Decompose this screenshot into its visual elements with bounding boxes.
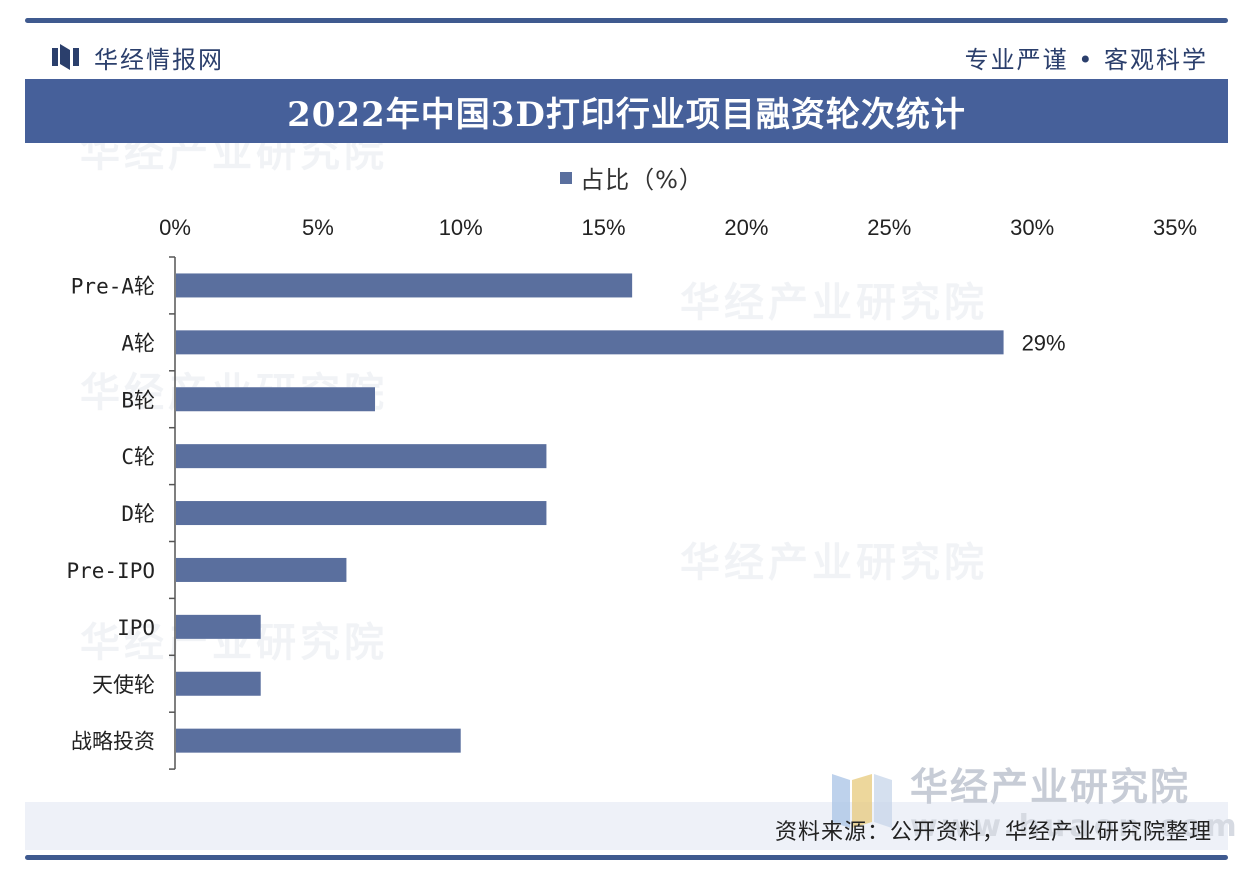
bar (176, 444, 547, 469)
header-slogan: 专业严谨 • 客观科学 (964, 46, 1208, 74)
y-tick-label: 天使轮 (92, 673, 155, 697)
logo-text: 华经情报网 (94, 45, 224, 74)
y-tick-label: B轮 (121, 388, 155, 412)
bar (176, 387, 375, 412)
data-label: 29% (1022, 330, 1066, 355)
bar (176, 501, 547, 526)
bar (176, 614, 261, 639)
legend-swatch (560, 171, 573, 184)
bottom-frame-line (25, 855, 1228, 860)
legend-item: 占比（%） (560, 160, 704, 195)
bar (176, 728, 461, 753)
watermark-brand-text: 华经产业研究院 (910, 765, 1191, 809)
y-tick-label: A轮 (121, 331, 155, 355)
bar (176, 330, 1004, 355)
bar (176, 273, 633, 298)
watermark-url-text: www.huaon.com (910, 809, 1241, 844)
top-frame-line (25, 18, 1228, 23)
brand-logo: 华经情报网 (52, 42, 224, 74)
bar (176, 671, 261, 696)
x-tick-label: 10% (439, 215, 483, 240)
x-tick-label: 35% (1153, 215, 1197, 240)
background-watermark: 华经产业研究院 (680, 540, 988, 586)
x-tick-label: 25% (867, 215, 911, 240)
y-tick-label: C轮 (121, 445, 155, 469)
watermark-logo-icon (832, 774, 892, 828)
x-tick-label: 15% (582, 215, 626, 240)
footer-band (25, 802, 1228, 850)
y-tick-label: 战略投资 (71, 730, 155, 754)
x-tick-label: 0% (159, 215, 191, 240)
chart-title: 2022年中国3D打印行业项目融资轮次统计 (287, 94, 966, 135)
y-tick-label: D轮 (121, 502, 155, 526)
title-bar: 2022年中国3D打印行业项目融资轮次统计 (25, 79, 1228, 143)
data-source: 资料来源：公开资料，华经产业研究院整理 (774, 820, 1212, 845)
bar (176, 557, 347, 582)
legend-label: 占比（%） (580, 166, 704, 194)
y-tick-label: IPO (117, 616, 155, 640)
chart-legend: 占比（%） (0, 160, 1244, 195)
y-tick-label: Pre-A轮 (71, 274, 155, 298)
x-tick-label: 30% (1010, 215, 1054, 240)
footer-watermark: 华经产业研究院 www.huaon.com (828, 756, 1241, 844)
x-tick-label: 20% (724, 215, 768, 240)
y-tick-label: Pre-IPO (66, 559, 155, 583)
logo-icon (52, 44, 79, 70)
x-tick-label: 5% (302, 215, 334, 240)
background-watermark: 华经产业研究院 (680, 280, 988, 326)
